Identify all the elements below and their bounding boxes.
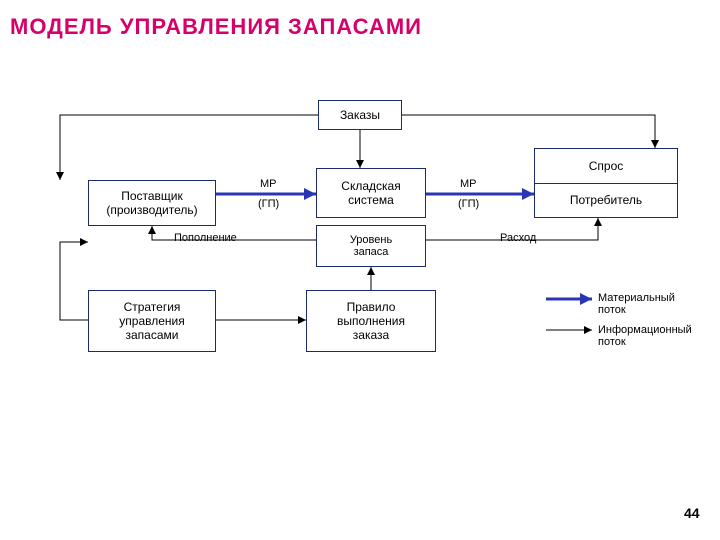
label-mr2: МР (460, 178, 477, 190)
box-warehouse-label: Складская система (317, 179, 425, 207)
arrows-layer (0, 0, 720, 540)
box-warehouse: Складская система (316, 168, 426, 218)
box-strategy-label: Стратегия управления запасами (89, 300, 215, 342)
label-consume: Расход (500, 232, 536, 244)
box-consumer-bot: Потребитель (570, 193, 642, 207)
label-replenish: Пополнение (174, 232, 237, 244)
box-level: Уровень запаса (316, 225, 426, 267)
box-supplier: Поставщик (производитель) (88, 180, 216, 226)
box-orders-label: Заказы (319, 108, 401, 122)
label-mr1: МР (260, 178, 277, 190)
page-title: МОДЕЛЬ УПРАВЛЕНИЯ ЗАПАСАМИ (10, 14, 422, 40)
box-rule: Правило выполнения заказа (306, 290, 436, 352)
label-gp1: (ГП) (258, 198, 279, 210)
legend-material-label: Материальный поток (598, 292, 675, 316)
box-supplier-label: Поставщик (производитель) (89, 189, 215, 217)
box-orders: Заказы (318, 100, 402, 130)
legend-info-label: Информационный поток (598, 324, 692, 348)
label-gp2: (ГП) (458, 198, 479, 210)
box-strategy: Стратегия управления запасами (88, 290, 216, 352)
box-rule-label: Правило выполнения заказа (307, 300, 435, 342)
box-level-label: Уровень запаса (317, 234, 425, 258)
box-consumer-top: Спрос (589, 159, 624, 173)
box-consumer: Спрос Потребитель (534, 148, 678, 218)
page-number: 44 (684, 505, 700, 521)
